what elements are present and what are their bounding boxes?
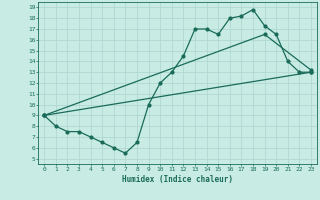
X-axis label: Humidex (Indice chaleur): Humidex (Indice chaleur) (122, 175, 233, 184)
